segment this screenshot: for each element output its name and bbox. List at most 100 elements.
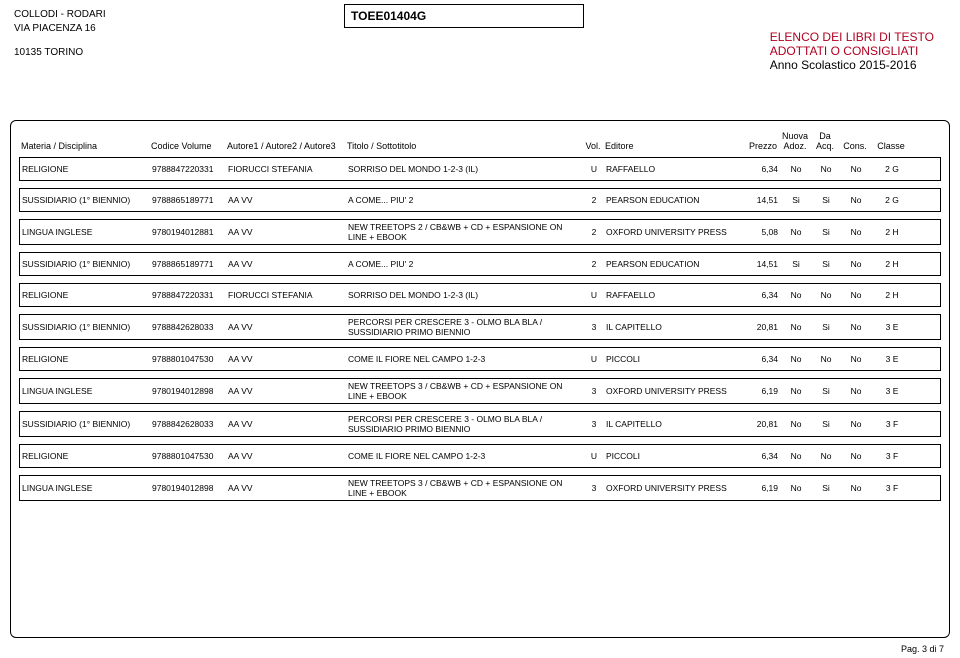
cell-da: Si xyxy=(812,384,840,398)
col-da: Da Acq. xyxy=(811,131,839,151)
cell-codice: 9788847220331 xyxy=(150,162,226,176)
table-row-inner: SUSSIDIARIO (1° BIENNIO)9788865189771AA … xyxy=(20,189,940,211)
school-year: Anno Scolastico 2015-2016 xyxy=(770,58,934,72)
cell-editore: IL CAPITELLO xyxy=(604,417,740,431)
col-autore: Autore1 / Autore2 / Autore3 xyxy=(225,141,345,151)
cell-materia: SUSSIDIARIO (1° BIENNIO) xyxy=(20,257,150,271)
cell-materia: RELIGIONE xyxy=(20,449,150,463)
cell-cons: No xyxy=(840,162,872,176)
cell-prezzo: 6,19 xyxy=(740,384,780,398)
doc-title-2: ADOTTATI O CONSIGLIATI xyxy=(770,44,934,58)
cell-da: Si xyxy=(812,257,840,271)
cell-editore: RAFFAELLO xyxy=(604,162,740,176)
cell-editore: PICCOLI xyxy=(604,352,740,366)
cell-titolo: PERCORSI PER CRESCERE 3 - OLMO BLA BLA /… xyxy=(346,412,584,436)
cell-titolo: NEW TREETOPS 3 / CB&WB + CD + ESPANSIONE… xyxy=(346,476,584,500)
cell-materia: RELIGIONE xyxy=(20,352,150,366)
cell-autore: AA VV xyxy=(226,481,346,495)
table-row-inner: SUSSIDIARIO (1° BIENNIO)9788842628033AA … xyxy=(20,315,940,339)
cell-materia: LINGUA INGLESE xyxy=(20,481,150,495)
cell-titolo: A COME... PIU' 2 xyxy=(346,193,584,207)
cell-vol: U xyxy=(584,162,604,176)
school-name: COLLODI - RODARI xyxy=(14,8,106,22)
cell-titolo: COME IL FIORE NEL CAMPO 1-2-3 xyxy=(346,449,584,463)
cell-nuova: No xyxy=(780,288,812,302)
col-materia: Materia / Disciplina xyxy=(19,141,149,151)
cell-autore: AA VV xyxy=(226,257,346,271)
table-row: LINGUA INGLESE9780194012898AA VVNEW TREE… xyxy=(19,475,941,501)
cell-titolo: NEW TREETOPS 3 / CB&WB + CD + ESPANSIONE… xyxy=(346,379,584,403)
cell-classe: 3 F xyxy=(872,449,912,463)
cell-cons: No xyxy=(840,352,872,366)
cell-prezzo: 14,51 xyxy=(740,257,780,271)
cell-vol: 2 xyxy=(584,193,604,207)
cell-codice: 9788865189771 xyxy=(150,193,226,207)
cell-codice: 9788842628033 xyxy=(150,320,226,334)
cell-materia: SUSSIDIARIO (1° BIENNIO) xyxy=(20,320,150,334)
cell-vol: 2 xyxy=(584,225,604,239)
cell-autore: AA VV xyxy=(226,352,346,366)
cell-nuova: No xyxy=(780,162,812,176)
table-row-inner: LINGUA INGLESE9780194012898AA VVNEW TREE… xyxy=(20,379,940,403)
table-row-inner: RELIGIONE9788801047530AA VVCOME IL FIORE… xyxy=(20,445,940,467)
col-editore: Editore xyxy=(603,141,739,151)
table-row-inner: SUSSIDIARIO (1° BIENNIO)9788842628033AA … xyxy=(20,412,940,436)
cell-da: Si xyxy=(812,320,840,334)
cell-classe: 2 H xyxy=(872,257,912,271)
column-headers: Materia / Disciplina Codice Volume Autor… xyxy=(19,131,941,151)
cell-editore: PEARSON EDUCATION xyxy=(604,193,740,207)
cell-titolo: A COME... PIU' 2 xyxy=(346,257,584,271)
col-titolo: Titolo / Sottotitolo xyxy=(345,141,583,151)
col-prezzo: Prezzo xyxy=(739,141,779,151)
cell-cons: No xyxy=(840,225,872,239)
cell-vol: 3 xyxy=(584,320,604,334)
cell-prezzo: 6,34 xyxy=(740,162,780,176)
cell-materia: LINGUA INGLESE xyxy=(20,384,150,398)
cell-titolo: SORRISO DEL MONDO 1-2-3 (IL) xyxy=(346,288,584,302)
cell-cons: No xyxy=(840,288,872,302)
cell-titolo: SORRISO DEL MONDO 1-2-3 (IL) xyxy=(346,162,584,176)
cell-nuova: No xyxy=(780,352,812,366)
cell-vol: 2 xyxy=(584,257,604,271)
col-classe: Classe xyxy=(871,141,911,151)
cell-autore: AA VV xyxy=(226,384,346,398)
cell-materia: SUSSIDIARIO (1° BIENNIO) xyxy=(20,417,150,431)
cell-codice: 9780194012898 xyxy=(150,481,226,495)
table-row: SUSSIDIARIO (1° BIENNIO)9788865189771AA … xyxy=(19,252,941,276)
cell-editore: PEARSON EDUCATION xyxy=(604,257,740,271)
cell-vol: U xyxy=(584,288,604,302)
cell-classe: 2 G xyxy=(872,193,912,207)
cell-cons: No xyxy=(840,417,872,431)
cell-da: No xyxy=(812,288,840,302)
table-row: LINGUA INGLESE9780194012881AA VVNEW TREE… xyxy=(19,219,941,245)
cell-cons: No xyxy=(840,481,872,495)
cell-codice: 9788847220331 xyxy=(150,288,226,302)
cell-da: No xyxy=(812,449,840,463)
cell-autore: AA VV xyxy=(226,449,346,463)
cell-da: Si xyxy=(812,225,840,239)
cell-materia: SUSSIDIARIO (1° BIENNIO) xyxy=(20,193,150,207)
col-cons: Cons. xyxy=(839,141,871,151)
cell-editore: OXFORD UNIVERSITY PRESS xyxy=(604,384,740,398)
cell-nuova: No xyxy=(780,384,812,398)
doc-title-1: ELENCO DEI LIBRI DI TESTO xyxy=(770,30,934,44)
cell-prezzo: 14,51 xyxy=(740,193,780,207)
cell-nuova: Si xyxy=(780,193,812,207)
header-right: ELENCO DEI LIBRI DI TESTO ADOTTATI O CON… xyxy=(770,30,934,72)
cell-cons: No xyxy=(840,449,872,463)
cell-autore: AA VV xyxy=(226,417,346,431)
cell-codice: 9788842628033 xyxy=(150,417,226,431)
cell-nuova: No xyxy=(780,417,812,431)
page: COLLODI - RODARI VIA PIACENZA 16 10135 T… xyxy=(0,0,960,658)
cell-autore: FIORUCCI STEFANIA xyxy=(226,162,346,176)
cell-codice: 9780194012881 xyxy=(150,225,226,239)
cell-vol: 3 xyxy=(584,417,604,431)
cell-classe: 2 H xyxy=(872,288,912,302)
cell-prezzo: 6,34 xyxy=(740,352,780,366)
cell-vol: 3 xyxy=(584,481,604,495)
school-city: 10135 TORINO xyxy=(14,46,106,60)
cell-autore: AA VV xyxy=(226,225,346,239)
cell-nuova: No xyxy=(780,481,812,495)
cell-classe: 2 H xyxy=(872,225,912,239)
table-row-inner: LINGUA INGLESE9780194012898AA VVNEW TREE… xyxy=(20,476,940,500)
